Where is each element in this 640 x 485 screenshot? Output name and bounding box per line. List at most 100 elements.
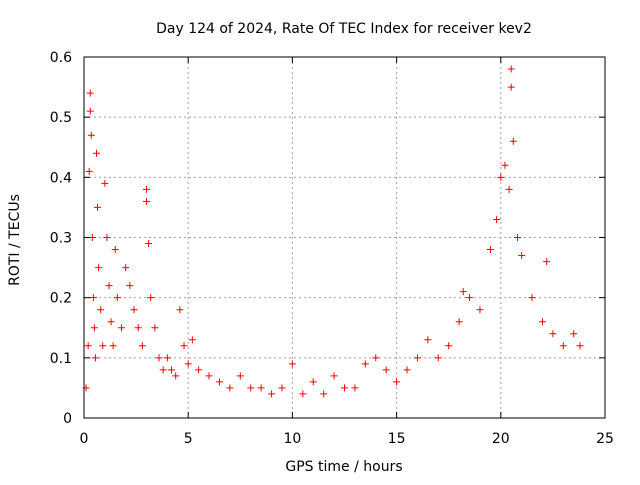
data-point: [151, 324, 159, 332]
data-point: [507, 65, 515, 73]
data-point: [147, 294, 155, 302]
data-point: [501, 161, 509, 169]
data-point: [445, 342, 453, 350]
x-tick-label: 20: [492, 431, 510, 447]
data-point: [155, 354, 163, 362]
grid-layer: [84, 57, 605, 418]
data-point: [94, 203, 102, 211]
data-point: [513, 234, 521, 241]
x-tick-label: 25: [596, 431, 614, 447]
data-point: [403, 366, 411, 374]
y-tick-label: 0.6: [50, 50, 72, 66]
data-point: [130, 306, 138, 314]
data-point: [118, 324, 126, 332]
data-point: [486, 246, 494, 254]
data-point: [543, 258, 551, 266]
data-point: [184, 360, 192, 368]
data-point: [107, 318, 115, 326]
data-point: [86, 107, 94, 115]
data-point: [180, 342, 188, 350]
x-tick-label: 0: [80, 431, 89, 447]
data-point: [87, 131, 95, 139]
data-point: [528, 294, 536, 302]
data-point: [84, 342, 92, 350]
data-point: [134, 324, 142, 332]
data-point: [205, 372, 213, 380]
data-point: [538, 318, 546, 326]
data-point: [278, 384, 286, 392]
data-point: [455, 318, 463, 326]
data-point: [90, 324, 98, 332]
data-point: [159, 366, 167, 374]
data-point: [145, 240, 153, 248]
data-point: [88, 234, 96, 241]
data-point: [559, 342, 567, 350]
data-point: [309, 378, 317, 386]
data-point: [288, 360, 296, 368]
data-point: [113, 294, 121, 302]
data-point: [466, 294, 474, 302]
data-point: [188, 336, 196, 344]
data-point: [143, 197, 151, 205]
marks-layer: [82, 65, 584, 398]
data-point: [122, 264, 130, 272]
data-point: [505, 185, 513, 193]
data-point: [493, 215, 501, 223]
data-point: [109, 342, 117, 350]
data-point: [236, 372, 244, 380]
data-point: [257, 384, 265, 392]
data-point: [111, 246, 119, 254]
data-point: [320, 390, 328, 398]
data-point: [172, 372, 180, 380]
y-axis-label: ROTI / TECUs: [7, 194, 23, 286]
data-point: [351, 384, 359, 392]
data-point: [99, 342, 107, 350]
data-point: [138, 342, 146, 350]
data-point: [226, 384, 234, 392]
y-tick-label: 0.4: [50, 170, 72, 186]
data-point: [101, 179, 109, 187]
y-tick-label: 0.1: [50, 351, 72, 367]
y-tick-label: 0: [63, 411, 72, 427]
data-point: [247, 384, 255, 392]
data-point: [570, 330, 578, 338]
data-point: [85, 167, 93, 175]
data-point: [299, 390, 307, 398]
data-point: [459, 288, 467, 296]
data-point: [497, 173, 505, 181]
data-point: [268, 390, 276, 398]
data-point: [424, 336, 432, 344]
data-point: [413, 354, 421, 362]
data-point: [509, 137, 517, 145]
data-point: [126, 282, 134, 290]
data-point: [176, 306, 184, 314]
data-point: [168, 366, 176, 374]
data-point: [518, 252, 526, 260]
data-point: [393, 378, 401, 386]
data-point: [434, 354, 442, 362]
data-point: [507, 83, 515, 91]
y-tick-label: 0.2: [50, 291, 72, 307]
chart-title: Day 124 of 2024, Rate Of TEC Index for r…: [156, 21, 532, 37]
data-point: [93, 149, 101, 157]
x-tick-label: 5: [184, 431, 193, 447]
data-point: [86, 89, 94, 97]
data-point: [549, 330, 557, 338]
x-tick-labels: 0 5 10 15 20 25: [80, 431, 614, 447]
y-tick-label: 0.5: [50, 110, 72, 126]
data-point: [105, 282, 113, 290]
data-point: [143, 185, 151, 193]
x-tick-label: 15: [388, 431, 406, 447]
data-point: [372, 354, 380, 362]
x-tick-label: 10: [283, 431, 301, 447]
data-point: [576, 342, 584, 350]
data-point: [341, 384, 348, 392]
data-point: [215, 378, 223, 386]
data-point: [89, 294, 97, 302]
x-axis-label: GPS time / hours: [285, 459, 402, 475]
ticks-layer: [83, 56, 606, 419]
data-point: [382, 366, 390, 374]
data-point: [95, 264, 103, 272]
